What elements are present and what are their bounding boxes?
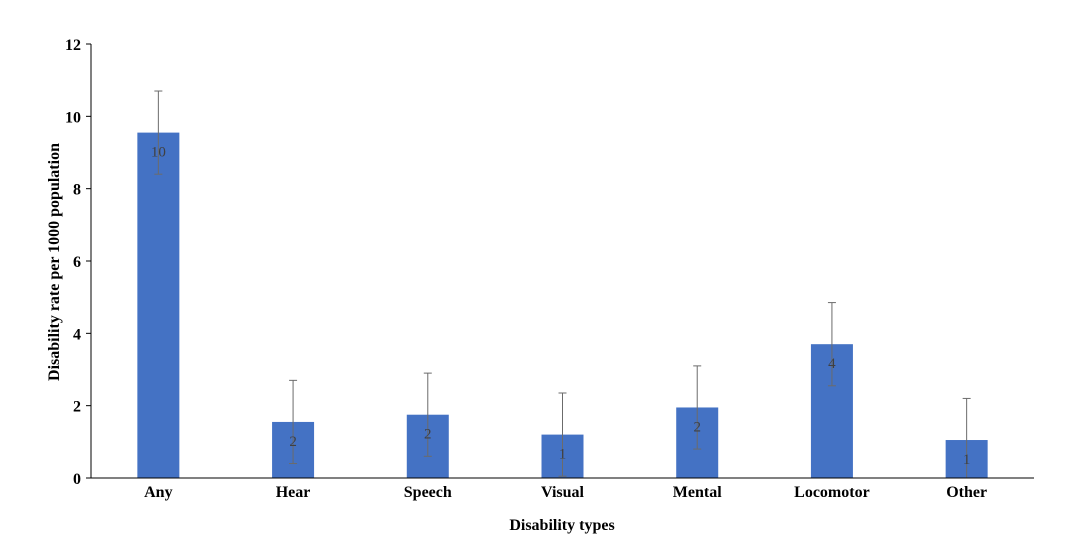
x-ticks-layer: Any Hear Speech Visual Mental Locomotor Other [144,484,987,501]
data-label-hear: 2 [289,434,297,450]
x-tick-label-speech: Speech [404,484,452,501]
bar-any [137,132,180,478]
y-tick-label: 10 [65,109,81,126]
data-label-any: 10 [151,145,166,161]
y-axis-title: Disability rate per 1000 population [46,143,63,381]
y-tick-label: 4 [73,326,81,343]
y-tick-label: 6 [73,254,81,271]
error-bars-layer [154,90,971,479]
x-tick-label-any: Any [144,484,172,501]
y-tick-label: 2 [73,399,81,416]
error-bar-locomotor [827,302,836,387]
y-tick-label: 12 [65,37,81,54]
error-bar-visual [558,392,567,477]
x-tick-label-hear: Hear [276,484,311,501]
x-tick-label-visual: Visual [541,484,585,501]
error-bar-hear [289,379,298,465]
y-tick-label: 0 [73,471,81,488]
y-ticks-layer: 0 2 4 6 8 10 12 [65,37,91,488]
x-axis-title: Disability types [509,517,614,534]
y-tick-label: 8 [73,182,81,199]
data-label-mental: 2 [693,419,701,435]
error-bar-any [154,90,163,175]
data-label-locomotor: 4 [828,356,836,372]
error-bar-mental [693,365,702,450]
data-label-other: 1 [963,452,971,468]
x-tick-label-other: Other [946,484,987,501]
data-labels-layer: 10 2 2 1 2 4 1 [151,145,971,468]
data-label-speech: 2 [424,427,432,443]
data-label-visual: 1 [559,447,567,463]
x-tick-label-mental: Mental [673,484,722,501]
x-tick-label-locomotor: Locomotor [794,484,870,501]
error-bar-speech [423,372,432,457]
